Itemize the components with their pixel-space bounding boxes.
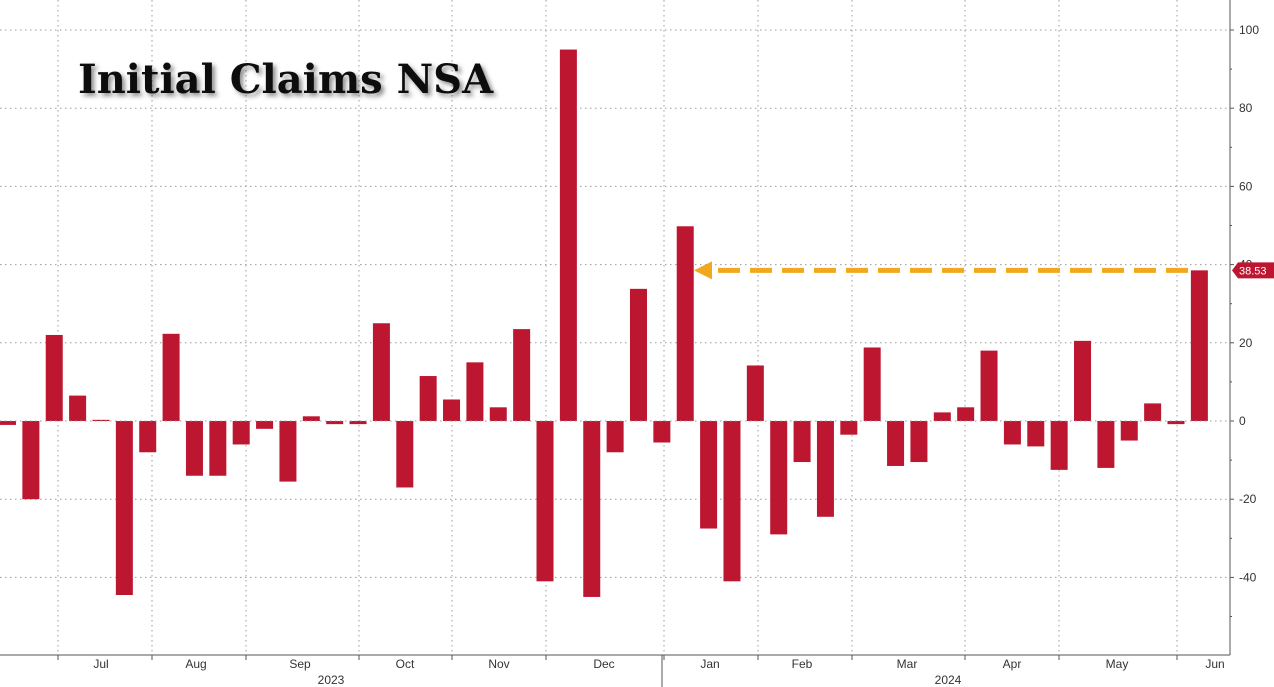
- year-label: 2024: [935, 673, 962, 687]
- bar: [653, 421, 671, 443]
- bar: [326, 421, 344, 425]
- chart-title: Initial Claims NSA: [78, 56, 494, 103]
- y-tick-label: 0: [1239, 414, 1246, 428]
- bar: [0, 421, 16, 425]
- bar: [396, 421, 414, 488]
- y-tick-label: 100: [1239, 23, 1259, 37]
- bars: [0, 49, 1208, 597]
- x-tick-label: Jan: [700, 657, 719, 671]
- bar: [1027, 421, 1045, 447]
- bar: [583, 421, 601, 597]
- bar: [957, 407, 975, 421]
- bar: [466, 362, 484, 421]
- x-tick-label: Jul: [93, 657, 108, 671]
- bar: [1074, 340, 1092, 421]
- last-value-badge: 38.53: [1232, 262, 1274, 279]
- bar: [92, 419, 110, 421]
- bar: [536, 421, 554, 582]
- bar: [1167, 421, 1185, 425]
- bar: [910, 421, 928, 463]
- bar: [863, 347, 881, 421]
- bar: [816, 421, 834, 517]
- bar: [45, 334, 63, 421]
- bar: [1190, 270, 1208, 421]
- bar: [980, 350, 998, 421]
- bar: [840, 421, 858, 435]
- bar: [700, 421, 718, 529]
- x-tick-label: Nov: [488, 657, 509, 671]
- x-tick-label: Sep: [289, 657, 311, 671]
- bar: [69, 395, 87, 421]
- y-tick-label: -40: [1239, 570, 1257, 584]
- bar: [746, 365, 764, 421]
- bar: [1003, 421, 1021, 445]
- bar: [232, 421, 250, 445]
- bar: [22, 421, 40, 500]
- bar: [115, 421, 133, 595]
- bar: [1050, 421, 1068, 470]
- bar: [723, 421, 741, 582]
- y-tick-label: 80: [1239, 101, 1253, 115]
- bar: [349, 421, 367, 425]
- last-value-label: 38.53: [1239, 265, 1267, 277]
- bar: [209, 421, 227, 476]
- bar: [559, 49, 577, 422]
- bar: [162, 333, 180, 421]
- bar: [1120, 421, 1138, 441]
- bar: [629, 288, 647, 421]
- arrow-head: [694, 261, 712, 280]
- bar: [279, 421, 297, 482]
- bar: [933, 412, 951, 421]
- bar: [489, 407, 507, 421]
- y-axis-ticks: -40-20020406080100: [1230, 23, 1259, 617]
- bar: [185, 421, 203, 476]
- bar: [1144, 403, 1162, 421]
- reference-arrow: [694, 261, 1188, 280]
- bar: [419, 376, 437, 421]
- bar: [793, 421, 811, 463]
- bar: [372, 323, 390, 421]
- x-tick-label: May: [1106, 657, 1129, 671]
- x-tick-label: Mar: [897, 657, 918, 671]
- bar: [606, 421, 624, 453]
- x-tick-label: Jun: [1205, 657, 1224, 671]
- x-tick-label: Feb: [792, 657, 813, 671]
- bar: [256, 421, 274, 429]
- y-tick-label: -20: [1239, 492, 1257, 506]
- y-tick-label: 20: [1239, 336, 1253, 350]
- bar: [770, 421, 788, 535]
- x-tick-label: Aug: [185, 657, 206, 671]
- x-axis-ticks: Jul Aug Sep Oct Nov Dec Jan Feb Mar Apr May Jun 2023…: [57, 655, 1225, 687]
- x-tick-label: Dec: [593, 657, 614, 671]
- bar: [676, 226, 694, 421]
- bar: [139, 421, 157, 453]
- x-tick-label: Apr: [1003, 657, 1022, 671]
- y-tick-label: 60: [1239, 179, 1253, 193]
- year-label: 2023: [318, 673, 345, 687]
- bar: [302, 416, 320, 421]
- bar: [1097, 421, 1115, 468]
- last-value-badge-bg: [1232, 262, 1274, 279]
- bar: [887, 421, 905, 466]
- bar: [443, 399, 461, 421]
- x-tick-label: Oct: [396, 657, 415, 671]
- bar: [513, 329, 531, 421]
